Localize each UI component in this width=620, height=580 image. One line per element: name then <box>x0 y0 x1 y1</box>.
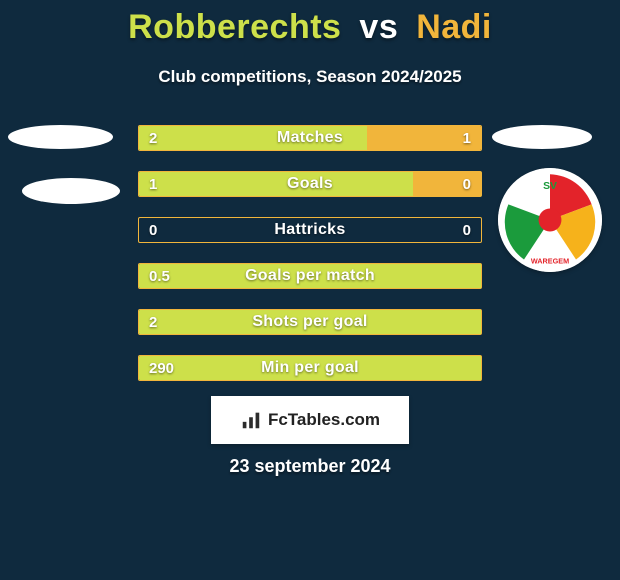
stat-value-left: 2 <box>149 310 157 334</box>
player-left-name: Robberechts <box>128 8 341 46</box>
vs-text: vs <box>359 8 398 46</box>
stat-row: Min per goal290 <box>138 355 482 381</box>
club-badge-svg: SV WAREGEM <box>498 168 602 272</box>
stat-row: Goals1 0 <box>138 171 482 197</box>
stat-row: Goals per match0.5 <box>138 263 482 289</box>
stat-row: Hattricks0 0 <box>138 217 482 243</box>
fctables-chart-icon <box>240 409 262 431</box>
club-badge-right: SV WAREGEM <box>498 168 602 272</box>
badge-text-top: SV <box>543 181 557 192</box>
stat-label: Matches <box>139 126 481 150</box>
stat-bars: Matches21Goals10Hattricks00Goals per mat… <box>138 125 482 401</box>
stat-value-left: 0.5 <box>149 264 170 288</box>
stat-value-right: 0 <box>463 172 471 196</box>
oval-left-mid <box>22 178 120 204</box>
badge-center-dot <box>539 209 562 232</box>
oval-left-top <box>8 125 113 149</box>
stat-label: Goals per match <box>139 264 481 288</box>
stat-value-left: 1 <box>149 172 157 196</box>
fctables-watermark: FcTables.com <box>211 396 409 444</box>
stat-value-left: 0 <box>149 218 157 242</box>
stat-label: Hattricks <box>139 218 481 242</box>
headline-title: Robberechts vs Nadi <box>0 0 620 47</box>
stat-value-left: 2 <box>149 126 157 150</box>
stat-label: Shots per goal <box>139 310 481 334</box>
date-text: 23 september 2024 <box>0 456 620 477</box>
oval-right-top <box>492 125 592 149</box>
comparison-canvas: Robberechts vs Nadi Club competitions, S… <box>0 0 620 580</box>
subtitle: Club competitions, Season 2024/2025 <box>0 67 620 87</box>
stat-row: Shots per goal2 <box>138 309 482 335</box>
fctables-text: FcTables.com <box>268 410 380 430</box>
stat-label: Min per goal <box>139 356 481 380</box>
stat-label: Goals <box>139 172 481 196</box>
stat-value-right: 0 <box>463 218 471 242</box>
stat-value-right: 1 <box>463 126 471 150</box>
stat-value-left: 290 <box>149 356 174 380</box>
player-right-name: Nadi <box>416 8 492 46</box>
stat-row: Matches2 1 <box>138 125 482 151</box>
badge-text-bottom: WAREGEM <box>531 257 569 266</box>
